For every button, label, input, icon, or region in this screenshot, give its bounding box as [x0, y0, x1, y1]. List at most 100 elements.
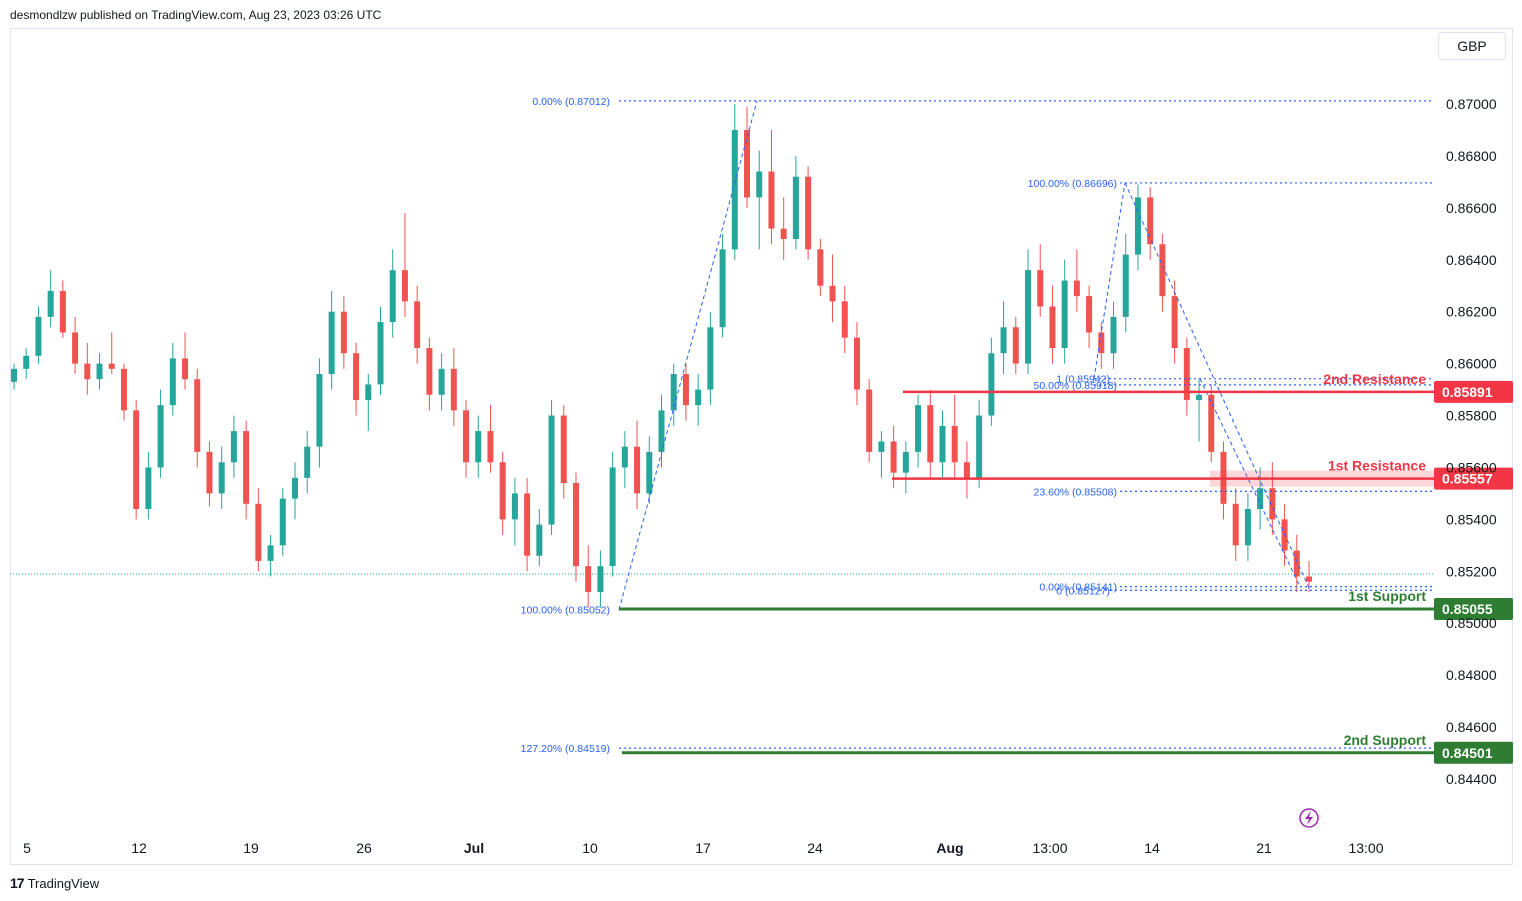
candle: [1171, 280, 1178, 364]
publish-info: desmondlzw published on TradingView.com,…: [10, 8, 382, 22]
candle-body: [1049, 306, 1056, 349]
candle: [585, 545, 592, 608]
x-tick-label: 24: [807, 840, 823, 856]
fib-label: 1 (0.85942): [1056, 374, 1110, 386]
currency-button[interactable]: GBP: [1438, 32, 1506, 60]
price-tag-label: 0.85055: [1442, 601, 1493, 617]
candle-body: [279, 498, 286, 546]
candle: [853, 322, 860, 406]
candle-body: [524, 493, 531, 556]
x-tick-label: 26: [356, 840, 372, 856]
candle: [1086, 285, 1093, 349]
candle-body: [621, 446, 628, 468]
candle: [682, 363, 689, 421]
candle: [572, 472, 579, 582]
candle: [230, 415, 237, 478]
candle-body: [841, 301, 848, 338]
candle-body: [304, 446, 311, 478]
candle: [548, 399, 555, 535]
candle-body: [1208, 394, 1215, 452]
candle-body: [1196, 394, 1203, 400]
candle-body: [145, 467, 152, 509]
candle: [108, 332, 115, 374]
candle-body: [1122, 254, 1129, 317]
fib-trend-line: [618, 100, 758, 610]
candle-body: [927, 405, 934, 463]
price-tag: [1434, 741, 1513, 764]
candle-body: [1147, 197, 1154, 245]
candle-body: [182, 358, 189, 380]
candle-body: [169, 358, 176, 406]
footer-brand: TradingView: [27, 875, 100, 891]
candle: [438, 353, 445, 411]
y-tick-label: 0.86600: [1446, 200, 1497, 216]
candle-body: [878, 441, 885, 452]
candle: [243, 420, 250, 520]
candle: [218, 446, 225, 509]
candle: [133, 399, 140, 520]
y-tick-label: 0.86200: [1446, 304, 1497, 320]
candle: [1232, 488, 1239, 561]
x-tick-label: 17: [695, 840, 711, 856]
candle-body: [133, 410, 140, 509]
candle: [120, 363, 127, 421]
candle-body: [597, 566, 604, 593]
candle: [1183, 337, 1190, 416]
candle: [35, 306, 42, 364]
y-tick-label: 0.84600: [1446, 719, 1497, 735]
candle-body: [47, 290, 54, 317]
candle-body: [1061, 280, 1068, 349]
candle-body: [389, 270, 396, 323]
candle: [1244, 493, 1251, 561]
candle-body: [866, 389, 873, 452]
candle-body: [1269, 488, 1276, 520]
candle: [744, 106, 751, 208]
fib-trend-line: [1093, 182, 1126, 379]
candle: [707, 311, 714, 406]
candle-body: [792, 176, 799, 239]
candle-body: [1232, 503, 1239, 546]
candle-body: [780, 228, 787, 239]
y-tick-label: 0.85600: [1446, 459, 1497, 475]
candle-body: [1257, 488, 1264, 509]
candle: [96, 353, 103, 390]
candle-body: [768, 171, 775, 229]
candle: [939, 410, 946, 478]
candle: [353, 342, 360, 416]
candle: [145, 451, 152, 520]
candle-body: [511, 493, 518, 520]
candle-body: [951, 425, 958, 463]
fib-label: 127.20% (0.84519): [521, 743, 610, 755]
candle: [59, 280, 66, 338]
fib-trend-line: [1124, 182, 1311, 591]
candle: [1000, 301, 1007, 374]
price-tag-label: 0.85891: [1442, 384, 1493, 400]
candle-body: [1025, 270, 1032, 364]
candle-body: [426, 348, 433, 395]
level-label: 1st Support: [1348, 588, 1426, 604]
candle-body: [707, 327, 714, 390]
candle: [316, 358, 323, 468]
candle-body: [316, 374, 323, 447]
candle: [291, 462, 298, 520]
candle: [401, 213, 408, 317]
candle: [670, 363, 677, 426]
candle-body: [23, 355, 30, 369]
level-2nd-support: 2nd Support 0.84501: [622, 732, 1513, 764]
candle: [1269, 462, 1276, 535]
candle-body: [1171, 296, 1178, 349]
candle-body: [658, 410, 665, 452]
candle: [487, 405, 494, 473]
lightning-icon[interactable]: [1299, 808, 1319, 828]
candle: [279, 488, 286, 556]
candle: [475, 415, 482, 478]
candle: [634, 420, 641, 509]
candle: [927, 389, 934, 478]
fib-label: 23.60% (0.85508): [1034, 486, 1117, 498]
candle-body: [120, 368, 127, 411]
candle-body: [475, 431, 482, 463]
candle: [365, 374, 372, 432]
candle-body: [267, 545, 274, 561]
candle: [878, 431, 885, 478]
